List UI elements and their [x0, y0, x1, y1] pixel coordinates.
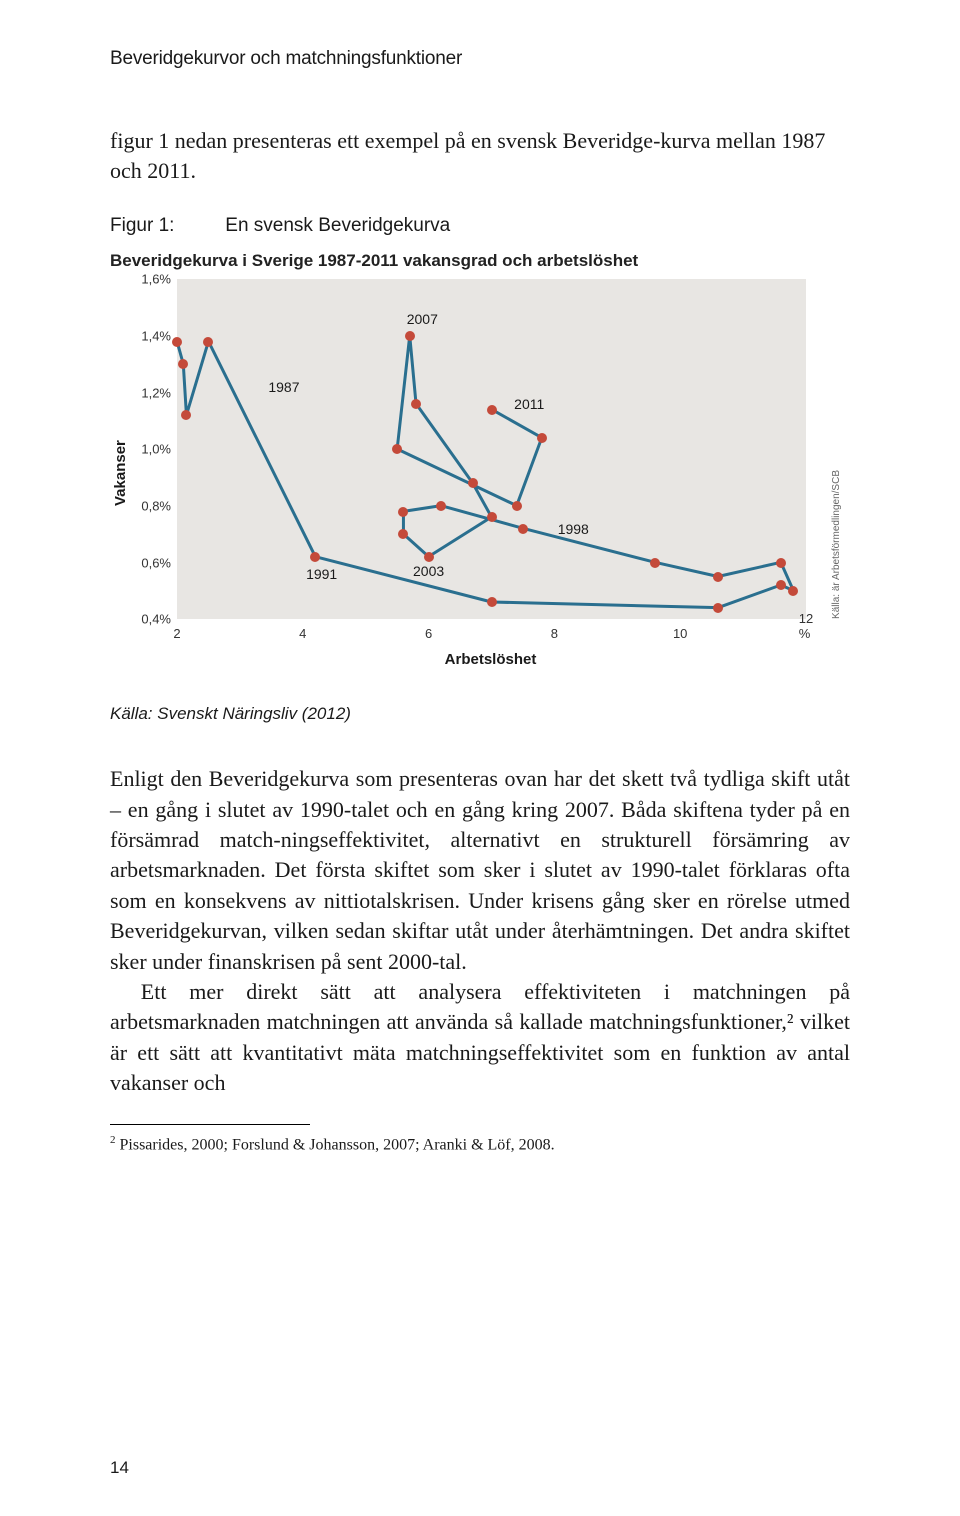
body-paragraph-1: Enligt den Beveridgekurva som presentera…: [110, 764, 850, 977]
data-point: [776, 558, 786, 568]
x-tick: 4: [299, 626, 306, 641]
figure-title: En svensk Beveridgekurva: [225, 215, 450, 236]
footnote-separator: [110, 1124, 310, 1125]
data-point-label: 1998: [558, 521, 589, 537]
data-point: [203, 337, 213, 347]
chart-source-text: Källa: är Arbetsförmedlingen/SCB: [831, 470, 842, 619]
data-point: [405, 331, 415, 341]
footnote-text: Pissarides, 2000; Forslund & Johansson, …: [116, 1137, 555, 1154]
page-header-title: Beveridgekurvor och matchningsfunktioner: [110, 48, 850, 70]
data-point: [310, 552, 320, 562]
chart-line: [177, 336, 793, 608]
data-point: [392, 444, 402, 454]
chart-plot-area: Källa: är Arbetsförmedlingen/SCB 0,4%0,6…: [177, 279, 806, 619]
y-axis-label: Vakanser: [110, 279, 131, 668]
data-point: [788, 586, 798, 596]
data-point: [776, 580, 786, 590]
beveridge-chart: Beveridgekurva i Sverige 1987-2011 vakan…: [110, 251, 850, 668]
x-tick: 12 %: [799, 611, 813, 641]
data-point-label: 2007: [407, 311, 438, 327]
x-axis-label: Arbetslöshet: [131, 651, 850, 668]
data-point-label: 2003: [413, 563, 444, 579]
data-point: [487, 512, 497, 522]
figure-caption: Figur 1: En svensk Beveridgekurva: [110, 215, 850, 237]
data-point: [650, 558, 660, 568]
data-point: [172, 337, 182, 347]
data-point: [178, 359, 188, 369]
data-point: [398, 529, 408, 539]
data-point: [537, 433, 547, 443]
y-tick: 1,6%: [131, 272, 171, 287]
data-point: [181, 410, 191, 420]
y-tick: 0,6%: [131, 555, 171, 570]
y-tick: 1,0%: [131, 442, 171, 457]
figure-source-text: Svenskt Näringsliv (2012): [153, 704, 351, 723]
x-tick: 6: [425, 626, 432, 641]
data-point: [398, 507, 408, 517]
x-tick: 2: [173, 626, 180, 641]
figure-number: Figur 1:: [110, 215, 220, 237]
data-point: [436, 501, 446, 511]
data-point: [487, 597, 497, 607]
page-number: 14: [110, 1458, 129, 1478]
footnote: 2 Pissarides, 2000; Forslund & Johansson…: [110, 1133, 850, 1156]
data-point: [487, 405, 497, 415]
data-point-label: 1987: [268, 379, 299, 395]
x-tick: 8: [551, 626, 558, 641]
data-point: [713, 603, 723, 613]
data-point: [411, 399, 421, 409]
data-point: [713, 572, 723, 582]
data-point-label: 1991: [306, 566, 337, 582]
figure-source: Källa: Svenskt Näringsliv (2012): [110, 704, 850, 724]
data-point: [424, 552, 434, 562]
y-tick: 0,8%: [131, 499, 171, 514]
data-point: [518, 524, 528, 534]
intro-paragraph: figur 1 nedan presenteras ett exempel på…: [110, 126, 850, 185]
data-point-label: 2011: [514, 396, 544, 412]
y-tick: 0,4%: [131, 612, 171, 627]
y-tick: 1,4%: [131, 329, 171, 344]
body-paragraph-2: Ett mer direkt sätt att analysera effekt…: [110, 977, 850, 1098]
x-tick: 10: [673, 626, 687, 641]
figure-source-label: Källa:: [110, 704, 153, 723]
data-point: [512, 501, 522, 511]
data-point: [468, 478, 478, 488]
y-tick: 1,2%: [131, 385, 171, 400]
chart-title: Beveridgekurva i Sverige 1987-2011 vakan…: [110, 251, 850, 271]
